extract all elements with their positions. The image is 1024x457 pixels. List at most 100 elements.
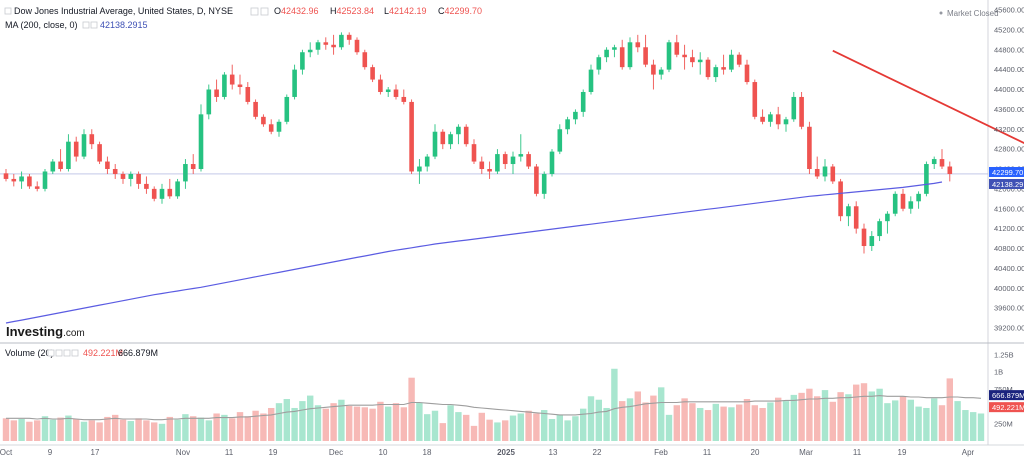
candle[interactable] — [666, 39, 672, 73]
candle[interactable] — [931, 156, 937, 169]
candle[interactable] — [822, 159, 828, 182]
candle[interactable] — [916, 191, 921, 209]
candle[interactable] — [791, 91, 797, 122]
candle[interactable] — [705, 57, 711, 80]
candle[interactable] — [198, 104, 204, 172]
candle[interactable] — [752, 79, 758, 120]
candle[interactable] — [66, 134, 71, 172]
candle[interactable] — [471, 139, 477, 165]
candle[interactable] — [409, 99, 414, 174]
trendline[interactable] — [832, 49, 1024, 183]
candle[interactable] — [697, 52, 703, 75]
candle[interactable] — [487, 161, 492, 179]
candle[interactable] — [807, 121, 812, 174]
candle[interactable] — [736, 52, 742, 68]
candle[interactable] — [604, 47, 609, 63]
candle[interactable] — [385, 87, 391, 97]
candle[interactable] — [222, 72, 227, 100]
candle[interactable] — [245, 82, 251, 105]
candle[interactable] — [73, 136, 79, 162]
candle[interactable] — [27, 173, 32, 189]
candle[interactable] — [58, 149, 63, 172]
volume-close-icon[interactable] — [71, 349, 79, 357]
candle[interactable] — [861, 223, 867, 254]
visibility-icon[interactable] — [250, 7, 259, 16]
candle[interactable] — [947, 161, 953, 182]
candle[interactable] — [830, 164, 836, 184]
candle[interactable] — [534, 164, 539, 197]
candle[interactable] — [440, 129, 446, 150]
candle[interactable] — [627, 37, 633, 70]
candle[interactable] — [393, 84, 399, 100]
candle[interactable] — [658, 67, 664, 80]
candle[interactable] — [838, 178, 843, 222]
candle[interactable] — [721, 54, 726, 75]
candle[interactable] — [378, 74, 383, 95]
volume-more-icon[interactable] — [63, 349, 71, 357]
candle[interactable] — [354, 37, 360, 55]
candle[interactable] — [120, 171, 126, 184]
candle[interactable] — [573, 109, 578, 125]
candle[interactable] — [768, 111, 773, 127]
ma-visibility-icon[interactable] — [82, 21, 90, 29]
candle[interactable] — [908, 196, 914, 214]
candle[interactable] — [105, 156, 110, 174]
candle[interactable] — [651, 59, 656, 90]
candle[interactable] — [495, 149, 500, 174]
candle[interactable] — [799, 91, 804, 130]
candle[interactable] — [34, 181, 40, 192]
candle[interactable] — [346, 32, 352, 45]
candle[interactable] — [315, 39, 321, 55]
candle[interactable] — [276, 119, 282, 137]
candle[interactable] — [877, 218, 882, 242]
candle[interactable] — [729, 49, 734, 73]
candle[interactable] — [682, 44, 687, 70]
ma-settings-icon[interactable] — [90, 21, 98, 29]
candle[interactable] — [549, 149, 555, 177]
candle[interactable] — [417, 159, 422, 184]
candle[interactable] — [432, 124, 438, 160]
candle[interactable] — [253, 99, 258, 120]
candle[interactable] — [3, 169, 9, 182]
candle[interactable] — [502, 151, 508, 169]
candle[interactable] — [557, 124, 563, 155]
candle[interactable] — [307, 42, 313, 58]
candle[interactable] — [323, 37, 329, 50]
candle[interactable] — [463, 124, 469, 147]
candle[interactable] — [50, 159, 56, 174]
candle[interactable] — [292, 64, 297, 100]
candle[interactable] — [175, 178, 180, 199]
candle[interactable] — [885, 211, 890, 234]
candle[interactable] — [128, 171, 134, 187]
candle[interactable] — [526, 151, 531, 169]
candle[interactable] — [144, 176, 149, 194]
candle[interactable] — [331, 34, 336, 55]
candle[interactable] — [237, 74, 243, 95]
candle[interactable] — [261, 114, 266, 127]
candle[interactable] — [775, 106, 781, 130]
candle[interactable] — [853, 201, 859, 234]
candle[interactable] — [635, 34, 641, 53]
candle[interactable] — [424, 154, 430, 172]
candle[interactable] — [846, 203, 851, 227]
candle[interactable] — [580, 89, 586, 117]
candle[interactable] — [924, 161, 929, 197]
volume-visibility-icon[interactable] — [47, 349, 55, 357]
candle[interactable] — [869, 231, 875, 251]
candle[interactable] — [81, 129, 87, 160]
candle[interactable] — [11, 173, 17, 187]
candle[interactable] — [190, 154, 196, 174]
candle[interactable] — [814, 156, 820, 179]
candle[interactable] — [510, 151, 516, 174]
candle[interactable] — [760, 109, 765, 125]
candle[interactable] — [42, 169, 48, 192]
candle[interactable] — [518, 134, 524, 162]
candle[interactable] — [456, 124, 461, 145]
candle[interactable] — [97, 141, 102, 165]
candle[interactable] — [612, 44, 617, 58]
candle[interactable] — [892, 191, 898, 217]
candle[interactable] — [619, 39, 625, 70]
candle[interactable] — [596, 54, 602, 75]
candle[interactable] — [136, 171, 141, 189]
